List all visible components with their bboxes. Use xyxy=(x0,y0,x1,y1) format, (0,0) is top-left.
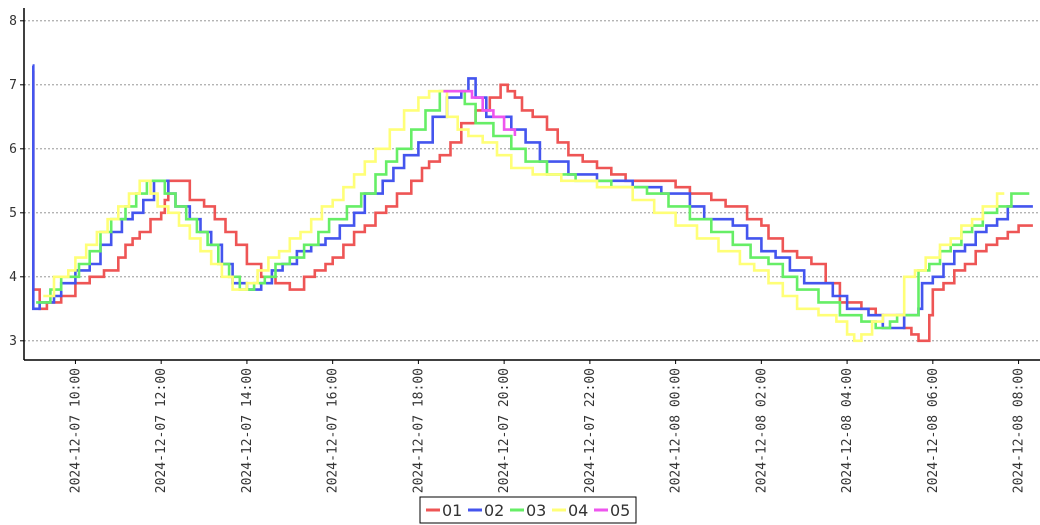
axes xyxy=(23,8,1040,361)
x-tick-label: 2024-12-08 08:00 xyxy=(1012,368,1027,493)
x-tick-labels: 2024-12-07 10:00 2024-12-07 12:00 2024-12-… xyxy=(68,360,1027,493)
series-line-05 xyxy=(443,89,517,136)
legend: 01 02 03 04 05 xyxy=(419,496,637,524)
x-tick-label: 2024-12-07 12:00 xyxy=(154,368,169,493)
x-tick-label: 2024-12-08 06:00 xyxy=(926,368,941,493)
y-tick-label: 5 xyxy=(9,206,17,221)
y-tick-label: 6 xyxy=(9,142,17,157)
x-tick-label: 2024-12-08 02:00 xyxy=(754,368,769,493)
legend-label-01: 01 xyxy=(442,501,462,520)
legend-label-03: 03 xyxy=(526,501,546,520)
x-tick-label: 2024-12-07 14:00 xyxy=(240,368,255,493)
x-tick-label: 2024-12-07 22:00 xyxy=(583,368,598,493)
series-lines xyxy=(31,64,1033,343)
legend-label-05: 05 xyxy=(610,501,630,520)
y-tick-label: 8 xyxy=(9,14,17,29)
x-tick-label: 2024-12-08 04:00 xyxy=(840,368,855,493)
x-tick-label: 2024-12-08 00:00 xyxy=(669,368,684,493)
x-tick-label: 2024-12-07 20:00 xyxy=(497,368,512,493)
y-tick-label: 3 xyxy=(9,334,17,349)
legend-label-02: 02 xyxy=(484,501,504,520)
series-line-02 xyxy=(31,64,1033,330)
grid-lines xyxy=(24,20,1040,342)
series-line-04 xyxy=(43,89,1005,343)
y-tick-label: 4 xyxy=(9,270,17,285)
legend-label-04: 04 xyxy=(568,501,588,520)
y-tick-label: 7 xyxy=(9,78,17,93)
x-tick-label: 2024-12-07 18:00 xyxy=(411,368,426,493)
y-tick-labels: 3 4 5 6 7 8 xyxy=(9,14,24,349)
x-tick-label: 2024-12-07 10:00 xyxy=(68,368,83,493)
series-line-03 xyxy=(36,89,1030,330)
x-tick-label: 2024-12-07 16:00 xyxy=(326,368,341,493)
